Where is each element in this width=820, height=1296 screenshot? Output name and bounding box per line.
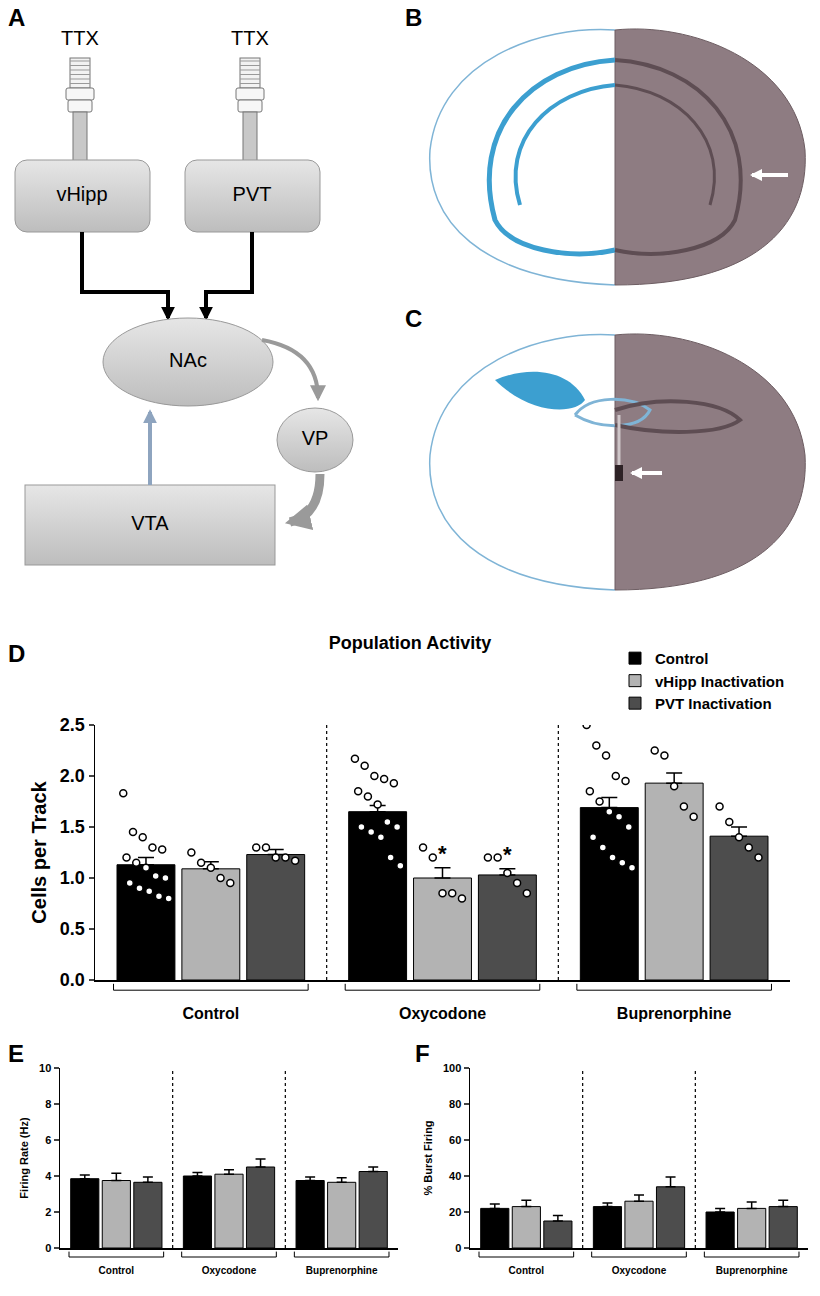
svg-text:Buprenorphine: Buprenorphine	[617, 1005, 732, 1022]
svg-text:% Burst Firing: % Burst Firing	[422, 1120, 434, 1195]
svg-text:100: 100	[443, 1062, 461, 1074]
html-text:A: A	[8, 4, 26, 31]
svg-text:TTX: TTX	[61, 27, 99, 49]
svg-text:6: 6	[45, 1134, 51, 1146]
svg-text:80: 80	[449, 1098, 461, 1110]
svg-text:VP: VP	[302, 427, 329, 449]
svg-text:VTA: VTA	[131, 512, 169, 534]
svg-text:*: *	[438, 841, 447, 866]
svg-text:Oxycodone: Oxycodone	[399, 1005, 486, 1022]
svg-text:TTX: TTX	[231, 27, 269, 49]
svg-text:Cells per Track: Cells per Track	[28, 780, 50, 923]
svg-text:0.5: 0.5	[60, 919, 85, 939]
svg-text:2: 2	[45, 1206, 51, 1218]
svg-text:Control: Control	[655, 650, 708, 667]
html-text:D: D	[8, 640, 26, 667]
svg-text:Population Activity: Population Activity	[329, 633, 491, 653]
svg-text:40: 40	[449, 1170, 461, 1182]
svg-text:0.0: 0.0	[60, 970, 85, 990]
svg-text:Control: Control	[99, 1265, 135, 1276]
svg-text:4: 4	[45, 1170, 52, 1182]
html-text:F: F	[415, 1040, 430, 1067]
html-text:C: C	[405, 305, 423, 332]
svg-text:vHipp: vHipp	[56, 183, 107, 205]
svg-text:0: 0	[45, 1242, 51, 1254]
svg-text:2.0: 2.0	[60, 766, 85, 786]
svg-text:1.5: 1.5	[60, 817, 85, 837]
svg-text:10: 10	[39, 1062, 51, 1074]
svg-text:60: 60	[449, 1134, 461, 1146]
svg-text:vHipp Inactivation: vHipp Inactivation	[655, 673, 784, 690]
svg-text:PVT Inactivation: PVT Inactivation	[655, 695, 772, 712]
svg-text:Oxycodone: Oxycodone	[612, 1265, 667, 1276]
svg-text:NAc: NAc	[169, 349, 207, 371]
svg-text:Firing Rate (Hz): Firing Rate (Hz)	[18, 1117, 30, 1199]
svg-text:2.5: 2.5	[60, 715, 85, 735]
svg-text:1.0: 1.0	[60, 868, 85, 888]
svg-text:Oxycodone: Oxycodone	[202, 1265, 257, 1276]
svg-text:Buprenorphine: Buprenorphine	[306, 1265, 378, 1276]
html-text:E: E	[8, 1040, 24, 1067]
svg-text:8: 8	[45, 1098, 51, 1110]
svg-text:Buprenorphine: Buprenorphine	[716, 1265, 788, 1276]
svg-text:PVT: PVT	[233, 183, 272, 205]
svg-text:*: *	[503, 842, 512, 867]
html-text:B: B	[405, 4, 423, 31]
svg-text:20: 20	[449, 1206, 461, 1218]
svg-text:0: 0	[455, 1242, 461, 1254]
svg-text:Control: Control	[509, 1265, 545, 1276]
svg-text:Control: Control	[182, 1005, 239, 1022]
